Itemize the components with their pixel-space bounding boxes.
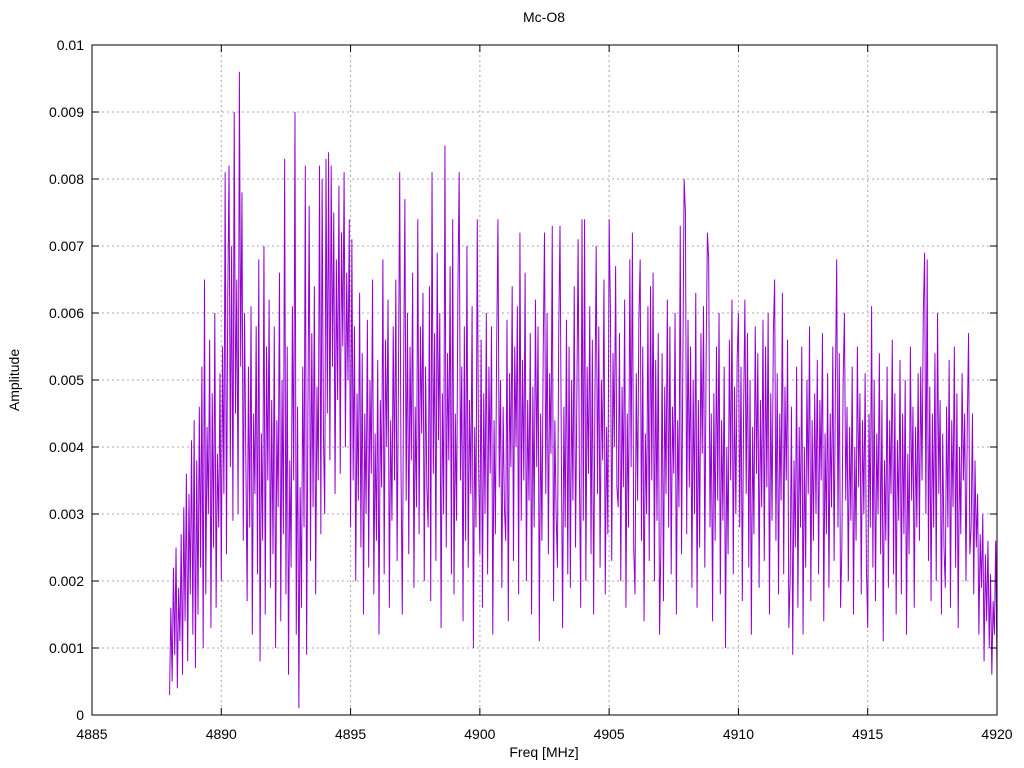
x-tick-label: 4915 — [852, 726, 883, 742]
y-tick-label: 0.002 — [49, 573, 84, 589]
y-tick-label: 0.006 — [49, 305, 84, 321]
x-tick-label: 4905 — [594, 726, 625, 742]
tick-label-layer: 4885 4890 4895 4900 4905 4910 4915 4920 0 0.001 0.… — [49, 37, 1013, 742]
y-tick-label: 0.001 — [49, 640, 84, 656]
axis-layer — [91, 44, 998, 716]
y-tick-label: 0 — [76, 707, 84, 723]
x-tick-label: 4910 — [723, 726, 754, 742]
y-tick-label: 0.004 — [49, 439, 84, 455]
y-tick-label: 0.008 — [49, 171, 84, 187]
x-tick-label: 4890 — [206, 726, 237, 742]
x-tick-label: 4900 — [464, 726, 495, 742]
x-tick-label: 4895 — [335, 726, 366, 742]
chart-title: Mc-O8 — [523, 9, 565, 25]
x-axis-label: Freq [MHz] — [509, 744, 578, 760]
spectrum-data-line — [169, 71, 998, 709]
y-tick-label: 0.009 — [49, 104, 84, 120]
y-axis-label: Amplitude — [6, 349, 22, 411]
data-layer — [169, 71, 998, 709]
y-tick-label: 0.007 — [49, 238, 84, 254]
y-tick-label: 0.01 — [57, 37, 84, 53]
x-tick-label: 4920 — [981, 726, 1012, 742]
x-tick-label: 4885 — [76, 726, 107, 742]
y-tick-label: 0.003 — [49, 506, 84, 522]
y-tick-label: 0.005 — [49, 372, 84, 388]
